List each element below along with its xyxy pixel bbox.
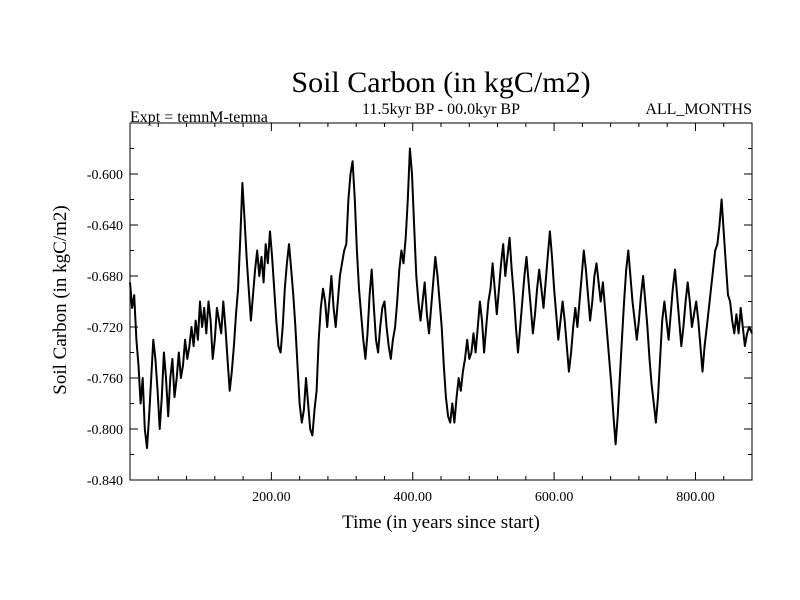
y-tick-label: -0.600 [87, 168, 123, 183]
chart-title: Soil Carbon (in kgC/m2) [291, 66, 590, 99]
chart-subtitle-right: ALL_MONTHS [645, 101, 752, 118]
y-tick-label: -0.760 [87, 372, 123, 387]
y-tick-label: -0.640 [87, 219, 123, 234]
y-tick-label: -0.720 [87, 321, 123, 336]
y-tick-label: -0.680 [87, 270, 123, 285]
x-tick-label: 600.00 [535, 490, 574, 505]
x-axis-ticks: 200.00 400.00 600.00 800.00 [157, 123, 725, 505]
y-axis-label: Soil Carbon (in kgC/m2) [50, 205, 71, 394]
y-tick-label: -0.840 [87, 474, 123, 489]
x-tick-label: 200.00 [252, 490, 291, 505]
y-axis-ticks: -0.840 -0.800 -0.760 -0.720 -0.680 -0.640 -0.6… [87, 122, 752, 489]
y-tick-label: -0.800 [87, 423, 123, 438]
x-axis-label: Time (in years since start) [342, 512, 540, 533]
x-tick-label: 800.00 [676, 490, 715, 505]
x-tick-label: 400.00 [393, 490, 432, 505]
plot-area [129, 147, 753, 450]
chart-subtitle-center: 11.5kyr BP - 00.0kyr BP [362, 101, 520, 118]
series-line-0 [129, 147, 753, 450]
chart-subtitle-left: Expt = temnM-temna [130, 109, 268, 126]
